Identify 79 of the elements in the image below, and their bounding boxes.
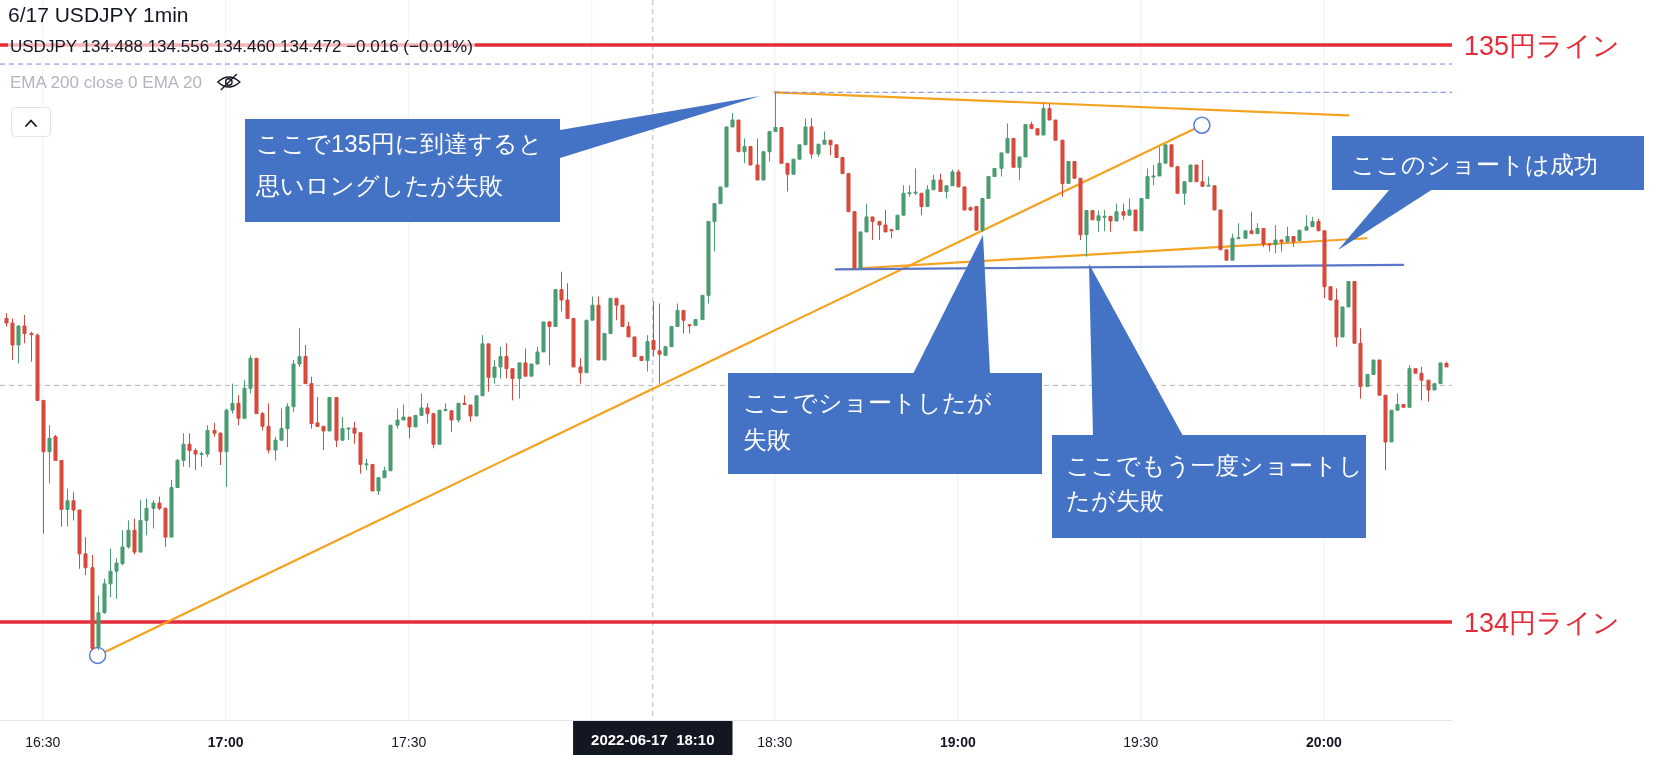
candlestick <box>370 463 375 492</box>
candlestick <box>578 357 583 385</box>
candlestick <box>687 323 692 334</box>
text: USDJPY 134.488 134.556 134.460 134.472 −0.016 (−0.01%) <box>10 37 473 56</box>
x-tick-label: 18:30 <box>757 734 793 750</box>
candlestick <box>1297 229 1302 242</box>
candlestick <box>1279 239 1284 253</box>
candlestick <box>1255 222 1260 235</box>
candlestick <box>1066 161 1071 184</box>
candlestick <box>742 137 747 164</box>
candlestick <box>1011 137 1016 168</box>
x-tick-label: 17:00 <box>207 734 244 750</box>
annotation: ここでショートしたが失敗 <box>743 389 992 453</box>
annotation: ここで135円に到達すると思いロングしたが失敗 <box>255 130 544 199</box>
candlestick <box>327 397 332 432</box>
candlestick <box>1133 209 1138 232</box>
annotation: EMA 200 close 0 EMA 20 <box>10 73 202 92</box>
candlestick <box>90 554 95 651</box>
candlestick <box>523 347 528 377</box>
candlestick <box>919 192 924 216</box>
x-tick-label: 20:00 <box>1305 734 1342 750</box>
candlestick <box>449 410 454 433</box>
candlestick <box>236 394 241 426</box>
candlestick <box>1090 210 1095 221</box>
candlestick <box>1426 379 1431 403</box>
candlestick <box>1285 226 1290 243</box>
candlestick <box>1273 224 1278 254</box>
candlestick <box>809 117 814 160</box>
candlestick <box>1249 211 1254 235</box>
candlestick <box>1291 236 1296 248</box>
candlestick <box>736 119 741 153</box>
candlestick <box>639 356 644 362</box>
candlestick <box>151 499 156 529</box>
annotation: ここのショートは成功 <box>1351 151 1598 178</box>
candlestick <box>334 397 339 448</box>
candlestick <box>1407 364 1412 408</box>
candlestick <box>1084 210 1089 258</box>
x-tick-label: 19:30 <box>1123 734 1159 750</box>
candlestick <box>132 518 137 555</box>
candlestick <box>1060 139 1065 198</box>
candlestick <box>22 314 27 344</box>
candlestick <box>596 296 601 361</box>
candlestick <box>651 300 656 358</box>
candlestick <box>547 320 552 366</box>
candlestick <box>748 146 753 166</box>
ref-line-label: 134円ライン <box>1464 607 1621 638</box>
candlestick <box>693 319 698 326</box>
candlestick <box>517 362 522 400</box>
candlestick <box>486 343 491 393</box>
candlestick <box>645 334 650 373</box>
candlestick <box>1127 197 1132 216</box>
candlestick <box>1206 176 1211 187</box>
candlestick <box>681 309 686 334</box>
candlestick <box>1121 203 1126 221</box>
candlestick <box>1041 102 1046 136</box>
x-tick-label: 17:30 <box>391 734 427 750</box>
candlestick <box>870 216 875 241</box>
x-tick-label: 16:30 <box>25 734 61 750</box>
candlestick <box>755 137 760 181</box>
x-tick-label: 19:00 <box>939 734 976 750</box>
candlestick <box>1108 215 1113 233</box>
candlestick <box>1114 203 1119 222</box>
candlestick <box>1401 403 1406 408</box>
chart-title: 6/17 USDJPY 1min <box>8 3 189 26</box>
candlestick <box>65 488 70 528</box>
candlestick <box>407 416 412 439</box>
annotation: ここでもう一度ショートしたが失敗 <box>1066 452 1363 514</box>
candlestick <box>553 289 558 328</box>
candlestick <box>657 302 662 385</box>
candlestick <box>47 424 52 484</box>
candlestick <box>938 173 943 193</box>
candlestick <box>1444 361 1449 368</box>
ref-line-label: 2022-06-17 18:10 <box>591 731 715 748</box>
candlestick <box>29 331 34 363</box>
candlestick <box>456 402 461 423</box>
candlestick <box>364 458 369 471</box>
candlestick <box>16 324 21 364</box>
candlestick <box>1243 230 1248 239</box>
ref-line-label: 135円ライン <box>1464 31 1621 61</box>
